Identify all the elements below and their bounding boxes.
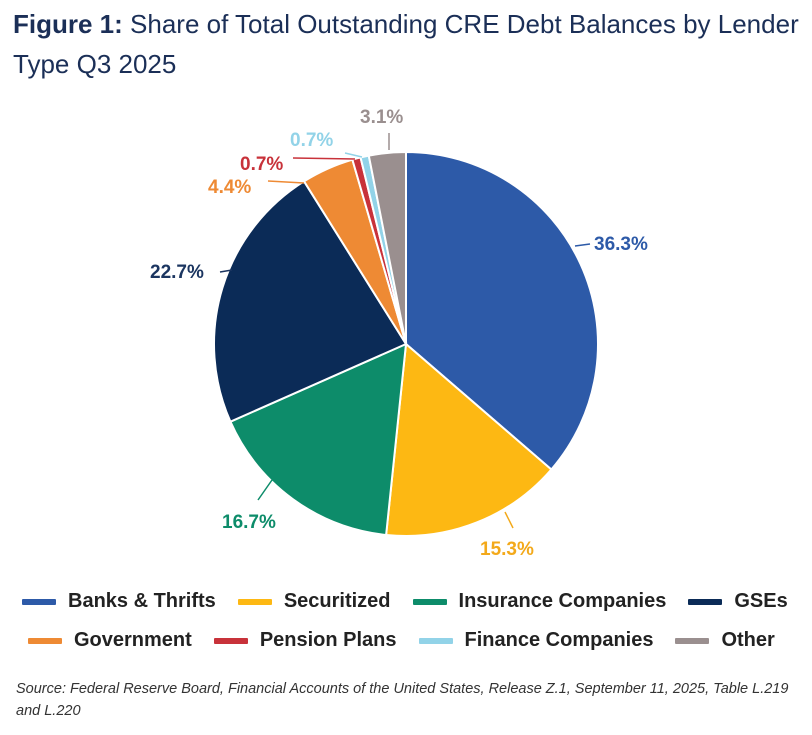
legend-swatch-icon	[412, 598, 447, 605]
source-note: Source: Federal Reserve Board, Financial…	[16, 681, 789, 719]
data-label: 15.3%	[480, 539, 534, 560]
legend-swatch-icon	[237, 598, 272, 605]
legend-item: Government	[28, 629, 192, 652]
pie-slice-other	[367, 150, 407, 345]
leader-line	[344, 152, 363, 158]
pie-slice-securitized	[385, 341, 553, 537]
legend-label: Pension Plans	[259, 629, 397, 651]
data-label: 16.7%	[222, 512, 276, 533]
legend-swatch-icon	[28, 637, 62, 644]
legend-label: Banks & Thrifts	[68, 590, 216, 612]
legend-label: Finance Companies	[464, 629, 654, 651]
leader-line	[267, 180, 305, 184]
pie-chart: 36.3%15.3%16.7%22.7%4.4%0.7%0.7%3.1%	[150, 107, 648, 560]
legend-item: Pension Plans	[213, 629, 397, 652]
legend-label: Other	[721, 629, 775, 651]
legend-row-1: Banks & Thrifts Securitized Insurance Comp…	[22, 590, 810, 613]
leader-line	[292, 157, 356, 160]
legend-label: GSEs	[734, 590, 788, 612]
data-label: 22.7%	[150, 262, 204, 283]
legend-swatch-icon	[688, 598, 723, 605]
legend-swatch-icon	[213, 637, 248, 644]
data-label: 3.1%	[360, 107, 403, 128]
pie-slice-gses	[213, 179, 408, 424]
leader-line	[574, 243, 591, 247]
legend-label: Insurance Companies	[458, 590, 667, 612]
legend-item: Other	[675, 629, 775, 652]
pie-slice-banks-thrifts	[405, 150, 599, 471]
figure-label: Figure 1:	[13, 9, 123, 39]
data-label: 4.4%	[208, 177, 251, 198]
title-text: Share of Total Outstanding CRE Debt Bala…	[13, 9, 799, 79]
legend-item: Banks & Thrifts	[22, 590, 216, 613]
legend-item: GSEs	[688, 590, 788, 613]
leader-line	[504, 511, 514, 529]
legend-item: Finance Companies	[418, 629, 654, 652]
data-label: 0.7%	[290, 130, 333, 151]
legend-swatch-icon	[22, 598, 56, 605]
data-label: 0.7%	[240, 154, 283, 175]
pie-slice-insurance-companies	[229, 342, 408, 537]
data-label: 36.3%	[594, 234, 648, 255]
legend-swatch-icon	[418, 637, 453, 644]
leader-line	[257, 479, 273, 501]
legend-swatch-icon	[675, 637, 710, 644]
legend-label: Government	[74, 629, 192, 651]
legend-label: Securitized	[283, 590, 391, 612]
legend-item: Securitized	[237, 590, 391, 613]
legend-item: Insurance Companies	[412, 590, 667, 613]
chart-title: Figure 1: Share of Total Outstanding CRE…	[13, 4, 803, 84]
legend-row-2: Government Pension Plans Finance Companies…	[28, 629, 797, 652]
leader-line	[219, 269, 233, 273]
